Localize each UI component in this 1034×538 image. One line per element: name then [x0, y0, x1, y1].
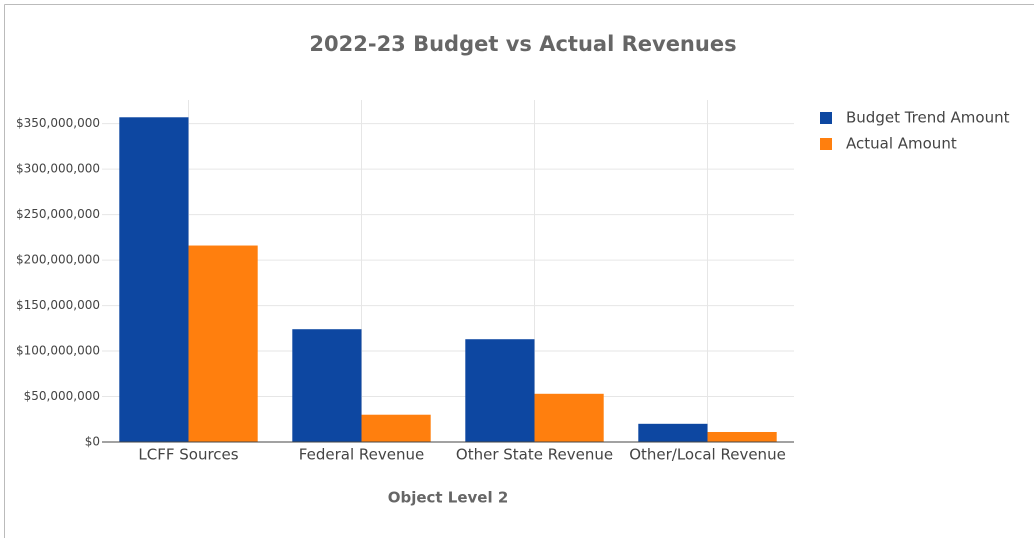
x-tick-label: Other State Revenue — [456, 446, 613, 464]
x-axis-title: Object Level 2 — [388, 489, 509, 507]
legend-swatch — [820, 112, 832, 124]
x-tick-label: LCFF Sources — [138, 446, 238, 464]
bar — [292, 329, 362, 442]
legend-label: Budget Trend Amount — [846, 109, 1010, 127]
x-tick-label: Federal Revenue — [299, 446, 424, 464]
bar — [119, 117, 189, 442]
bar — [534, 393, 604, 442]
y-tick-label: $100,000,000 — [16, 344, 100, 358]
y-tick-label: $250,000,000 — [16, 207, 100, 221]
y-tick-label: $50,000,000 — [24, 389, 100, 403]
y-tick-label: $0 — [85, 435, 100, 449]
x-tick-label: Other/Local Revenue — [629, 446, 786, 464]
legend-swatch — [820, 138, 832, 150]
y-tick-label: $350,000,000 — [16, 116, 100, 130]
bar — [707, 431, 777, 442]
legend-label: Actual Amount — [846, 135, 957, 153]
bar — [361, 414, 431, 442]
y-tick-label: $150,000,000 — [16, 298, 100, 312]
bar — [188, 245, 258, 442]
bar — [465, 339, 535, 442]
y-tick-label: $200,000,000 — [16, 253, 100, 267]
chart-title: 2022-23 Budget vs Actual Revenues — [309, 32, 736, 56]
bar — [638, 423, 708, 442]
y-tick-label: $300,000,000 — [16, 162, 100, 176]
